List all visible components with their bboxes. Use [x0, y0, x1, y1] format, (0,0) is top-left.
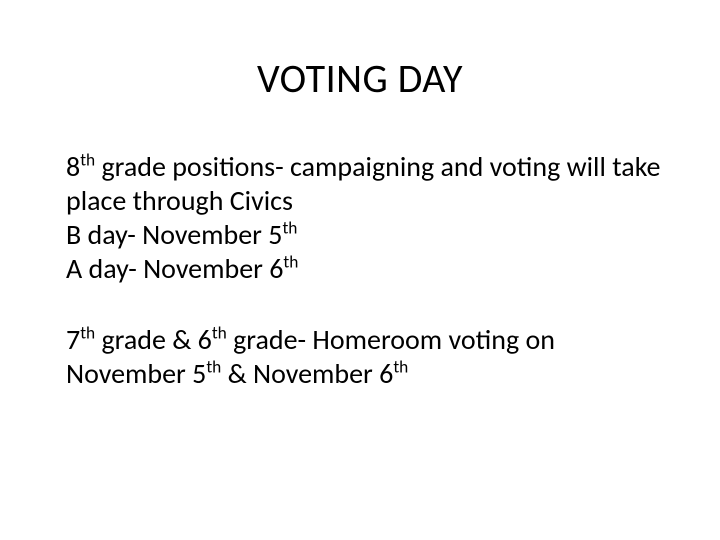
p1-line2: B day- November 5th [66, 217, 297, 252]
p1-l2-sup: th [282, 217, 297, 239]
p1-line3: A day- November 6th [66, 251, 298, 286]
p1-l1-sup: th [80, 149, 95, 171]
p1-line1: 8th grade positions- campaigning and vot… [66, 149, 660, 218]
p2-l1-s2: th [212, 321, 227, 343]
p2-l1-s3: th [206, 355, 221, 377]
paragraph-2: 7th grade & 6th grade- Homeroom voting o… [66, 323, 666, 391]
p2-l1-d: & November 6 [221, 356, 393, 391]
paragraph-1: 8th grade positions- campaigning and vot… [66, 150, 666, 287]
p1-l2-pre: B day- November 5 [66, 217, 282, 252]
p2-l1-b: grade & 6 [95, 322, 212, 357]
p2-l1-s1: th [80, 321, 95, 343]
p2-l1-s4: th [393, 355, 408, 377]
p2-line1: 7th grade & 6th grade- Homeroom voting o… [66, 322, 555, 391]
p1-l3-pre: A day- November 6 [66, 251, 283, 286]
p1-l1-pre: 8 [66, 149, 80, 184]
p1-l3-sup: th [283, 251, 298, 273]
p2-l1-a: 7 [66, 322, 80, 357]
slide: VOTING DAY 8th grade positions- campaign… [0, 0, 720, 540]
slide-title: VOTING DAY [0, 54, 720, 103]
slide-body: 8th grade positions- campaigning and vot… [66, 150, 666, 427]
p1-l1-post: grade positions- campaigning and voting … [66, 149, 660, 218]
